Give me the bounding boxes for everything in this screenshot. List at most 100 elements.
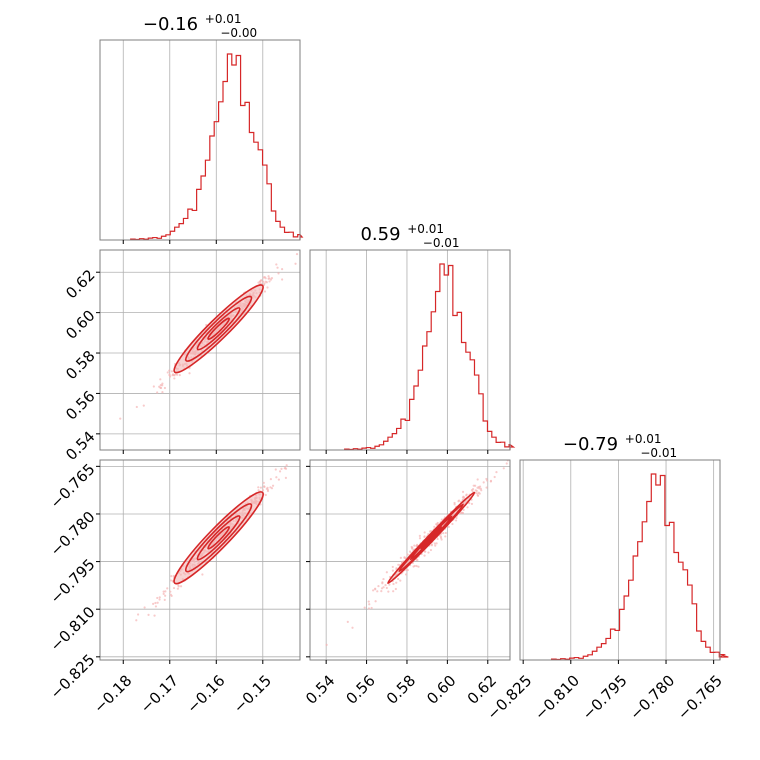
- sample-point: [447, 525, 450, 528]
- sample-point: [470, 488, 474, 492]
- sample-point: [154, 605, 158, 608]
- contour-level-3: [420, 526, 443, 550]
- sample-point: [170, 370, 173, 373]
- sample-point: [412, 565, 415, 568]
- sample-point: [418, 537, 422, 540]
- sample-point: [176, 587, 179, 590]
- sample-point: [415, 564, 418, 568]
- sample-point: [264, 280, 267, 283]
- sample-point: [284, 466, 287, 470]
- contour-level-1: [184, 295, 253, 362]
- sample-point: [170, 575, 173, 578]
- sample-point: [159, 384, 162, 387]
- x-tick-label: 0.60: [423, 672, 459, 708]
- x-tick-label: −0.17: [137, 672, 182, 717]
- histogram-1: [344, 263, 516, 451]
- sample-point: [275, 476, 278, 479]
- sample-point: [370, 606, 373, 610]
- y-tick-label: 0.60: [62, 306, 98, 342]
- sample-point: [164, 594, 167, 597]
- title-param-2-upper: +0.01: [625, 432, 662, 446]
- sample-point: [325, 643, 328, 646]
- sample-point: [451, 522, 454, 526]
- title-param-2: −0.79 +0.01 −0.01: [563, 427, 677, 460]
- sample-point: [351, 626, 354, 629]
- title-param-0-upper: +0.01: [205, 12, 242, 26]
- sample-point: [153, 614, 156, 617]
- sample-point: [262, 481, 265, 484]
- sample-point: [154, 601, 157, 605]
- panel-frame: [309, 459, 511, 661]
- sample-point: [455, 516, 458, 520]
- sample-point: [269, 278, 273, 281]
- sample-point: [159, 386, 163, 390]
- sample-point: [461, 490, 465, 493]
- sample-point: [382, 577, 385, 581]
- sample-point: [264, 277, 267, 280]
- sample-point: [444, 535, 447, 538]
- sample-point: [404, 573, 408, 576]
- sample-point: [406, 553, 409, 556]
- sample-point: [142, 404, 145, 407]
- sample-point: [266, 286, 269, 289]
- sample-point: [442, 532, 445, 535]
- sample-point: [260, 279, 263, 282]
- y-tick-label: 0.54: [62, 428, 98, 464]
- sample-point: [394, 587, 397, 591]
- contour-level-2: [196, 307, 241, 351]
- panel-2-0: −0.18 −0.17 −0.16 −0.15−0.825−0.810−0.795−0…: [47, 442, 309, 717]
- sample-point: [268, 277, 271, 280]
- sample-point: [135, 619, 138, 622]
- sample-point: [388, 583, 391, 586]
- sample-point: [485, 477, 488, 481]
- sample-point: [436, 537, 439, 541]
- sample-point: [271, 484, 275, 487]
- sample-point: [416, 558, 419, 562]
- x-tick-label: −0.780: [626, 672, 678, 724]
- sample-point: [429, 529, 433, 533]
- sample-point: [423, 554, 426, 557]
- sample-point: [434, 544, 437, 547]
- sample-point: [440, 538, 443, 541]
- sample-point: [374, 600, 377, 603]
- sample-point: [263, 282, 266, 285]
- sample-point: [461, 496, 465, 499]
- contour-level-0: [173, 491, 264, 585]
- x-tick-label: −0.795: [579, 672, 631, 724]
- panel-0-0: [99, 39, 304, 244]
- sample-point: [172, 374, 175, 377]
- sample-point: [262, 276, 265, 279]
- sample-point: [161, 382, 164, 385]
- x-tick-label: 0.56: [342, 672, 378, 708]
- sample-point: [307, 442, 309, 444]
- sample-point: [263, 485, 266, 488]
- sample-point: [429, 548, 433, 552]
- sample-point: [418, 534, 421, 537]
- sample-point: [276, 266, 279, 269]
- x-tick-label: 0.58: [383, 672, 419, 708]
- sample-point: [156, 596, 159, 600]
- sample-point: [462, 508, 465, 512]
- sample-point: [413, 544, 416, 547]
- sample-point: [159, 378, 162, 381]
- sample-point: [346, 620, 349, 623]
- sample-point: [162, 590, 165, 593]
- sample-point: [482, 481, 485, 484]
- titles-layer: −0.16 +0.01 −0.00 0.59 +0.01 −0.01 −0.79…: [143, 12, 677, 460]
- sample-point: [392, 582, 395, 586]
- sample-point: [468, 502, 471, 505]
- y-tick-label: 0.62: [62, 266, 98, 302]
- sample-point: [376, 590, 379, 593]
- sample-point: [478, 485, 482, 488]
- sample-point: [454, 519, 458, 522]
- x-tick-label: 0.54: [302, 672, 338, 708]
- sample-point: [399, 579, 402, 582]
- sample-point: [435, 523, 439, 526]
- sample-point: [152, 602, 155, 605]
- sample-point: [372, 589, 375, 592]
- sample-point: [261, 280, 265, 283]
- sample-point: [461, 511, 464, 515]
- sample-point: [266, 486, 269, 489]
- sample-point: [169, 593, 172, 596]
